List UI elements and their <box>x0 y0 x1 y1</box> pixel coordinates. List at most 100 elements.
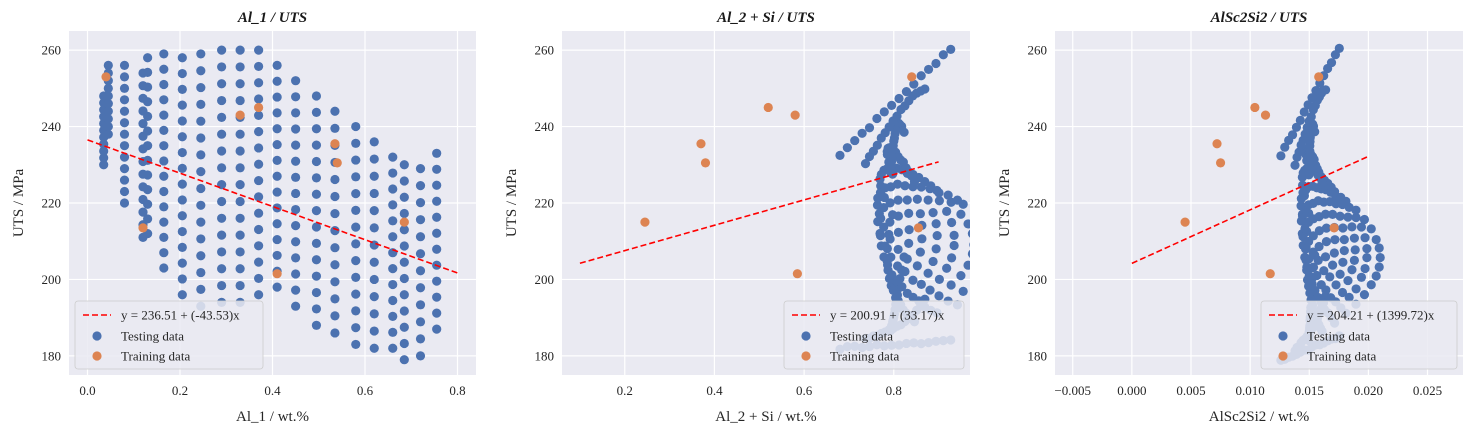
testing-point <box>894 93 904 104</box>
fit-line <box>87 139 458 274</box>
testing-point <box>923 268 933 278</box>
y-tick-label: 260 <box>535 43 555 58</box>
testing-point <box>159 49 169 59</box>
testing-point <box>351 138 361 148</box>
testing-point <box>399 322 409 332</box>
testing-point <box>217 95 227 106</box>
testing-point <box>143 67 153 78</box>
testing-point <box>351 323 361 333</box>
testing-point <box>1339 235 1349 245</box>
x-tick-label: 0.8 <box>449 383 465 398</box>
testing-point <box>254 241 264 251</box>
testing-point <box>415 249 426 259</box>
testing-point <box>311 140 322 150</box>
x-tick-label: 0.000 <box>1117 383 1146 398</box>
legend-training-label: Training data <box>1307 349 1376 364</box>
testing-point <box>196 200 206 210</box>
testing-point <box>886 156 897 167</box>
testing-point <box>388 264 398 274</box>
testing-point <box>196 82 206 93</box>
testing-point <box>159 263 169 273</box>
testing-point <box>952 195 963 205</box>
testing-point <box>177 258 187 268</box>
testing-point <box>330 208 340 219</box>
legend-testing-swatch <box>1278 331 1288 341</box>
testing-point <box>986 283 995 292</box>
testing-point <box>119 129 130 139</box>
testing-point <box>999 273 1008 282</box>
y-tick-label: 260 <box>1028 43 1048 58</box>
testing-point <box>916 71 926 81</box>
testing-point <box>119 72 130 82</box>
testing-point <box>330 174 340 185</box>
testing-point <box>143 53 153 63</box>
testing-point <box>915 209 925 219</box>
testing-point <box>432 196 442 206</box>
testing-point <box>956 271 966 281</box>
training-point <box>763 102 773 113</box>
testing-point <box>143 214 153 224</box>
training-point <box>1265 269 1275 279</box>
training-point <box>792 269 802 279</box>
testing-point <box>842 143 852 153</box>
testing-point <box>900 181 910 191</box>
testing-point <box>235 264 245 274</box>
testing-point <box>1371 271 1381 281</box>
testing-point <box>1301 244 1311 254</box>
testing-point <box>1313 255 1323 266</box>
testing-point <box>388 152 398 162</box>
testing-point <box>177 147 187 158</box>
testing-point <box>888 285 898 295</box>
testing-point <box>254 127 264 137</box>
testing-point <box>388 327 398 337</box>
y-tick-label: 200 <box>1028 272 1048 287</box>
testing-point <box>971 276 980 285</box>
testing-point <box>912 261 922 271</box>
x-tick-label: 0.010 <box>1236 383 1265 398</box>
testing-point <box>196 267 206 278</box>
testing-point <box>963 260 970 270</box>
panel-1: 0.0 0.2 0.4 0.6 0.8 180 200 220 240 260 Al_1 / UTS… <box>11 10 476 425</box>
testing-point <box>138 119 148 129</box>
testing-point <box>217 146 227 156</box>
testing-point <box>943 190 953 200</box>
testing-point <box>1339 246 1349 256</box>
testing-point <box>432 324 442 334</box>
testing-point <box>217 180 227 190</box>
testing-point <box>1292 152 1302 162</box>
testing-point <box>330 328 340 338</box>
testing-point <box>1314 241 1324 252</box>
testing-point <box>946 280 956 290</box>
testing-point <box>879 222 889 232</box>
testing-point <box>388 168 398 178</box>
testing-point <box>119 118 130 128</box>
legend-testing-label: Testing data <box>830 329 893 344</box>
testing-point <box>119 152 130 162</box>
x-axis-label: AlSc2Si2 / wt.% <box>1209 409 1309 425</box>
testing-point <box>351 306 361 316</box>
testing-point <box>196 99 206 109</box>
testing-point <box>351 172 361 182</box>
testing-point <box>885 217 895 227</box>
testing-point <box>272 219 282 229</box>
testing-point <box>986 211 995 220</box>
testing-point <box>432 276 442 286</box>
testing-point <box>196 234 206 244</box>
y-axis-label: UTS / MPa <box>997 168 1013 237</box>
testing-point <box>388 311 398 321</box>
testing-point <box>949 230 959 240</box>
testing-point <box>103 121 113 132</box>
testing-point <box>330 191 340 202</box>
testing-point <box>143 82 153 92</box>
testing-point <box>1338 223 1348 233</box>
testing-point <box>272 124 282 134</box>
testing-point <box>1351 212 1361 223</box>
testing-point <box>1323 63 1333 74</box>
testing-point <box>196 251 206 261</box>
testing-point <box>432 292 442 302</box>
testing-point <box>272 171 282 181</box>
testing-point <box>875 231 886 241</box>
testing-point <box>143 141 153 151</box>
training-point <box>1250 102 1260 113</box>
